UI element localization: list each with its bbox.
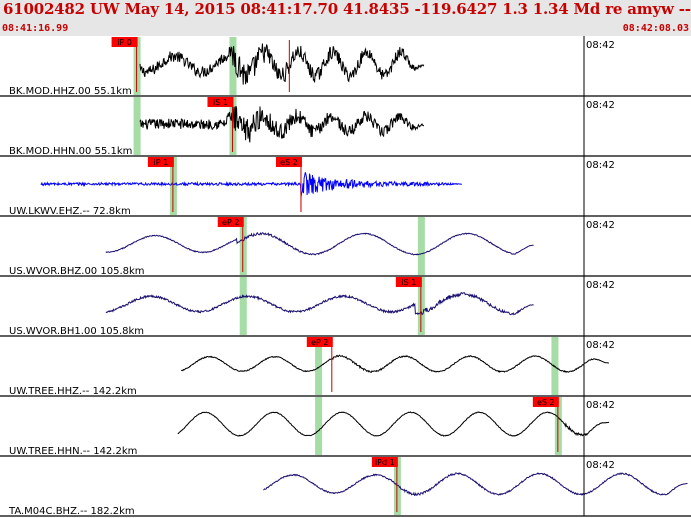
window-band: [315, 397, 323, 455]
waveform-trace: [177, 411, 610, 437]
time-tick-label: 08:42: [586, 400, 615, 411]
time-tick-label: 08:42: [586, 280, 615, 291]
trace-row[interactable]: iP 0 08:42 BK.MOD.HHZ.00 55.1km: [0, 36, 691, 97]
trace-row[interactable]: iS 1 08:42 BK.MOD.HHN.00 55.1km: [0, 96, 691, 157]
window-band: [229, 37, 237, 95]
time-tick-label: 08:42: [586, 220, 615, 231]
waveform-trace: [105, 232, 534, 256]
pick-marker[interactable]: [207, 97, 234, 107]
station-label: BK.MOD.HHZ.00 55.1km: [9, 86, 132, 97]
trace-row[interactable]: eP 2 08:42 UW.TREE.HHZ.-- 142.2km: [0, 336, 691, 397]
seismogram-panel[interactable]: iP 0 08:42 BK.MOD.HHZ.00 55.1km iS 1 08:42 BK…: [0, 36, 691, 518]
time-tick-label: 08:42: [586, 460, 615, 471]
station-label: US.WVOR.BHZ.00 105.8km: [9, 266, 145, 277]
station-label: UW.LKWV.EHZ.-- 72.8km: [9, 206, 131, 217]
event-header: 61002482 UW May 14, 2015 08:41:17.70 41.…: [0, 0, 691, 36]
pick-label: eP 2: [311, 338, 328, 347]
station-label: BK.MOD.HHN.00 55.1km: [9, 146, 132, 157]
station-label: UW.TREE.HHN.-- 142.2km: [9, 446, 137, 457]
window-band: [417, 217, 425, 275]
trace-row[interactable]: iP 1 eS 2 08:42 UW.LKWV.EHZ.-- 72.8km: [0, 156, 691, 217]
time-tick-label: 08:42: [586, 340, 615, 351]
station-label: US.WVOR.BH1.00 105.8km: [9, 326, 144, 337]
waveform-trace: [263, 472, 688, 497]
station-label: TA.M04C.BHZ.-- 182.2km: [8, 506, 135, 517]
pick-label: eP 2: [222, 218, 239, 227]
event-title: 61002482 UW May 14, 2015 08:41:17.70 41.…: [3, 0, 691, 18]
pick-label: eS 2: [280, 158, 298, 167]
pick-label: iS 1: [401, 278, 416, 287]
window-band: [133, 97, 141, 155]
time-tick-label: 08:42: [586, 40, 615, 51]
waveform-trace: [105, 292, 534, 316]
pick-label: eS 2: [537, 398, 555, 407]
pick-marker[interactable]: [306, 337, 333, 347]
pick-label: iP 1: [154, 158, 169, 167]
start-time-label: 08:41:16.99: [2, 23, 69, 34]
trace-row[interactable]: iS 1 08:42 US.WVOR.BH1.00 105.8km: [0, 276, 691, 337]
trace-row[interactable]: eP 2 08:42 US.WVOR.BHZ.00 105.8km: [0, 216, 691, 277]
pick-marker[interactable]: [532, 397, 559, 407]
trace-row[interactable]: iPd 1 08:42 TA.M04C.BHZ.-- 182.2km: [0, 456, 691, 517]
window-band: [315, 337, 323, 395]
pick-label: iPd 1: [375, 458, 395, 467]
trace-row[interactable]: eS 2 08:42 UW.TREE.HHN.-- 142.2km: [0, 396, 691, 457]
pick-label: iP 0: [117, 38, 132, 47]
pick-marker[interactable]: [147, 157, 174, 167]
waveform-trace: [180, 354, 609, 373]
station-label: UW.TREE.HHZ.-- 142.2km: [9, 386, 137, 397]
time-tick-label: 08:42: [586, 160, 615, 171]
window-band: [551, 337, 559, 395]
pick-marker[interactable]: [371, 457, 398, 467]
waveform-trace: [139, 43, 425, 85]
pick-marker[interactable]: [111, 37, 138, 47]
pick-marker[interactable]: [275, 157, 302, 167]
pick-marker[interactable]: [395, 277, 422, 287]
waveform-trace: [40, 172, 462, 197]
end-time-label: 08:42:08.03: [622, 23, 689, 34]
time-tick-label: 08:42: [586, 100, 615, 111]
pick-label: iS 1: [213, 98, 228, 107]
waveform-trace: [139, 105, 425, 143]
window-band: [239, 277, 247, 335]
pick-marker[interactable]: [217, 217, 244, 227]
